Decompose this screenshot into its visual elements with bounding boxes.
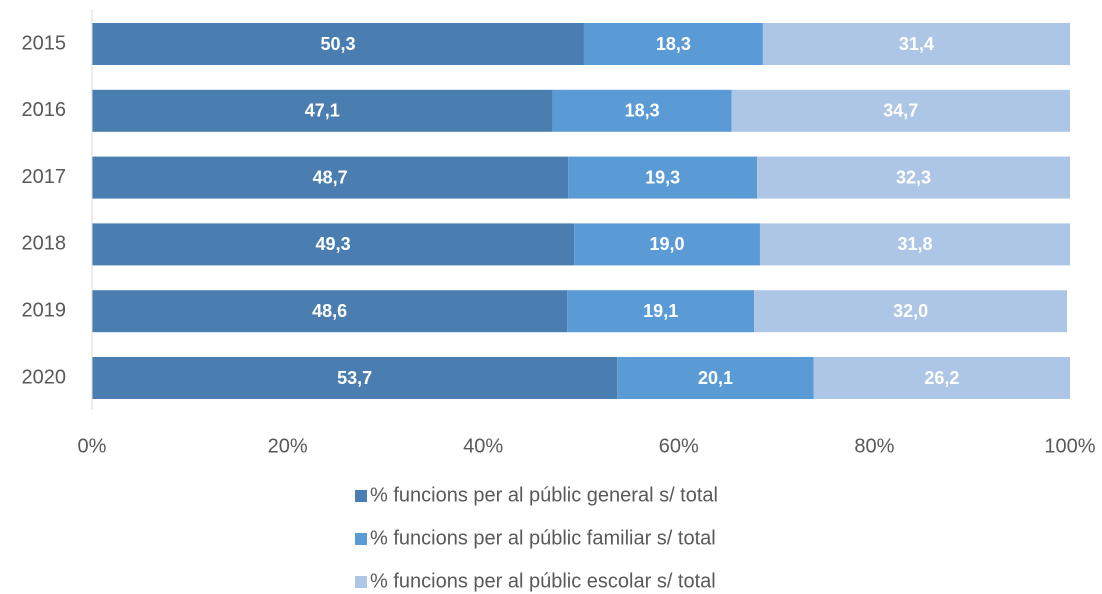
data-label: 19,0	[650, 234, 685, 254]
data-label: 31,8	[897, 234, 932, 254]
bar-segment	[92, 89, 553, 132]
bar-segment	[568, 156, 758, 199]
data-label: 31,4	[899, 34, 934, 54]
bar-segment	[583, 23, 763, 65]
data-label: 18,3	[625, 101, 660, 121]
y-tick-label: 2020	[22, 366, 67, 388]
bar-segment	[617, 357, 814, 399]
data-label: 20,1	[698, 368, 733, 388]
data-label: 18,3	[656, 34, 691, 54]
data-label: 32,0	[893, 301, 928, 321]
data-label: 32,3	[896, 167, 931, 187]
data-label: 53,7	[337, 368, 372, 388]
bar-segment	[92, 290, 568, 333]
x-tick-label: 60%	[659, 435, 699, 457]
bar-segment	[574, 223, 760, 266]
x-tick-label: 100%	[1044, 435, 1095, 457]
bar-segment	[754, 290, 1068, 333]
x-tick-label: 40%	[463, 435, 503, 457]
y-tick-label: 2018	[22, 233, 67, 255]
bar-segment	[92, 223, 575, 266]
plot-area	[92, 23, 1070, 399]
legend-label: % funcions per al públic familiar s/ tot…	[370, 527, 716, 549]
x-tick-label: 0%	[78, 435, 107, 457]
legend-swatch	[355, 490, 367, 502]
bar-segment	[552, 89, 732, 132]
bar-segment	[567, 290, 755, 333]
bar-segment	[757, 156, 1070, 199]
y-tick-label: 2015	[22, 32, 67, 54]
data-label: 19,1	[643, 301, 678, 321]
bar-segment	[813, 357, 1070, 399]
data-label: 48,7	[313, 167, 348, 187]
data-label: 50,3	[320, 34, 355, 54]
y-tick-label: 2017	[22, 166, 67, 188]
bar-segment	[92, 156, 569, 199]
data-label: 47,1	[305, 101, 340, 121]
y-tick-label: 2019	[22, 299, 67, 321]
x-tick-label: 80%	[854, 435, 894, 457]
data-label: 26,2	[924, 368, 959, 388]
bar-segment	[92, 357, 618, 399]
x-tick-label: 20%	[268, 435, 308, 457]
legend-swatch	[355, 533, 367, 545]
data-label: 34,7	[883, 101, 918, 121]
bar-segment	[759, 223, 1070, 266]
data-label: 49,3	[316, 234, 351, 254]
bar-segment	[92, 23, 584, 65]
data-label: 48,6	[312, 301, 347, 321]
legend-label: % funcions per al públic escolar s/ tota…	[370, 570, 716, 592]
legend-swatch	[355, 576, 367, 588]
data-label: 19,3	[645, 167, 680, 187]
bar-segment	[762, 23, 1070, 65]
bar-segment	[731, 89, 1070, 132]
y-tick-label: 2016	[22, 99, 67, 121]
legend-label: % funcions per al públic general s/ tota…	[370, 484, 718, 506]
